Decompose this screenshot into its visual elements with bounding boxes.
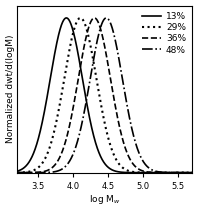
36%: [191, 171, 194, 174]
Legend: 13%, 29%, 36%, 48%: 13%, 29%, 36%, 48%: [140, 10, 188, 56]
29%: [191, 171, 194, 174]
29%: [25, 171, 28, 173]
13%: [186, 171, 188, 174]
29%: [186, 171, 188, 174]
13%: [186, 171, 189, 174]
36%: [186, 171, 189, 174]
Line: 29%: 29%: [17, 18, 192, 173]
36%: [93, 17, 96, 19]
13%: [25, 164, 28, 167]
13%: [16, 170, 19, 172]
29%: [101, 112, 104, 114]
48%: [186, 171, 189, 174]
X-axis label: log M$_w$: log M$_w$: [89, 193, 121, 206]
13%: [101, 159, 104, 162]
48%: [105, 17, 108, 19]
36%: [97, 20, 99, 23]
48%: [16, 171, 19, 174]
Line: 13%: 13%: [17, 18, 192, 173]
Line: 36%: 36%: [17, 18, 192, 173]
48%: [186, 171, 188, 174]
36%: [101, 35, 104, 38]
48%: [97, 36, 99, 39]
13%: [154, 171, 156, 174]
48%: [25, 171, 28, 174]
13%: [97, 149, 99, 151]
Y-axis label: Normalized dwt/d(logM): Normalized dwt/d(logM): [6, 35, 15, 143]
36%: [16, 171, 19, 174]
48%: [154, 170, 156, 172]
48%: [101, 21, 104, 24]
36%: [154, 171, 156, 174]
36%: [186, 171, 188, 174]
29%: [79, 17, 82, 19]
29%: [186, 171, 189, 174]
29%: [97, 86, 99, 88]
48%: [191, 171, 194, 174]
13%: [191, 171, 194, 174]
13%: [65, 17, 68, 19]
29%: [154, 171, 156, 174]
36%: [25, 171, 28, 174]
29%: [16, 171, 19, 174]
Line: 48%: 48%: [17, 18, 192, 173]
